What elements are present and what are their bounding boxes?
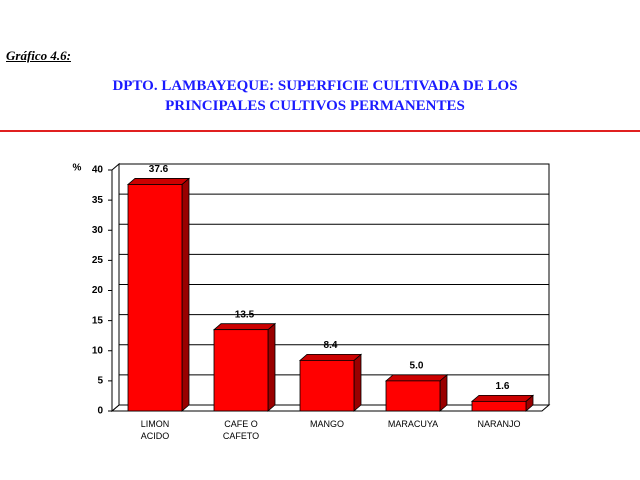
x-tick-label: MANGO: [309, 419, 344, 429]
bar-top: [384, 374, 449, 382]
bar: [213, 329, 269, 412]
y-tick-label: 35: [92, 195, 104, 206]
bar-side: [181, 177, 190, 412]
bar: [385, 380, 441, 412]
y-axis-label: %: [73, 163, 82, 174]
value-label: 8.4: [324, 340, 338, 351]
y-tick-label: 15: [92, 315, 104, 326]
bar-top: [126, 178, 191, 185]
side-wall: [111, 162, 120, 413]
y-tick-label: 0: [97, 406, 103, 417]
caption: Gráfico 4.6:: [6, 48, 71, 63]
y-tick-label: 20: [92, 285, 104, 296]
value-label: 5.0: [410, 361, 424, 372]
divider: [0, 130, 640, 132]
x-tick-label: LIMON ACIDO: [140, 419, 170, 441]
y-tick-label: 30: [92, 225, 104, 236]
value-label: 37.6: [149, 164, 169, 175]
y-tick-label: 40: [92, 165, 104, 176]
y-tick-label: 10: [92, 345, 104, 356]
bar-side: [267, 322, 276, 412]
bar-top: [470, 394, 535, 402]
x-tick-label: MARACUYA: [387, 419, 439, 429]
bar-top: [212, 323, 277, 331]
bar-top: [298, 353, 363, 361]
y-tick-label: 5: [97, 376, 103, 387]
bar-side: [353, 353, 362, 412]
value-label: 1.6: [496, 381, 510, 392]
bar: [299, 359, 355, 412]
value-label: 13.5: [235, 309, 255, 320]
x-tick-label: NARANJO: [477, 419, 521, 429]
y-tick-label: 25: [92, 255, 104, 266]
bar: [471, 400, 527, 412]
bar: [127, 184, 183, 412]
x-tick-label: CAFE O CAFETO: [222, 419, 260, 441]
chart-title: DPTO. LAMBAYEQUE: SUPERFICIE CULTIVADA D…: [112, 78, 518, 114]
